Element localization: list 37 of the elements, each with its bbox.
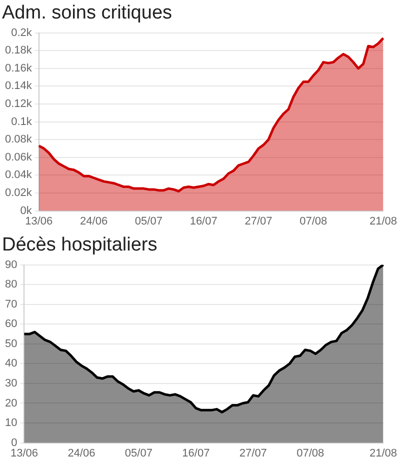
x-tick-label: 07/08 [300,215,328,228]
x-tick-label: 05/07 [124,447,152,460]
y-tick-label: 40 [4,358,18,370]
x-tick-label: 16/07 [190,215,218,228]
y-tick-label: 10 [4,417,18,430]
chart-title: Décès hospitaliers [2,234,158,256]
y-tick-label: 0.08k [4,134,32,146]
y-tick-label: 0.16k [4,62,32,74]
y-tick-label: 30 [4,378,18,390]
y-tick-label: 0.1k [11,116,32,128]
x-tick-label: 21/08 [369,447,397,460]
y-tick-label: 0.18k [4,44,32,57]
y-tick-label: 0.04k [4,169,32,182]
y-tick-label: 0.2k [11,26,32,39]
y-tick-label: 20 [4,397,18,410]
x-tick-label: 07/08 [296,447,324,460]
y-tick-label: 90 [4,258,18,271]
x-tick-label: 21/08 [369,215,397,228]
y-tick-label: 70 [4,298,18,310]
x-tick-label: 16/07 [182,447,210,460]
x-tick-label: 13/06 [25,215,53,228]
chart-title: Adm. soins critiques [2,2,172,24]
y-tick-label: 0 [11,436,18,449]
y-tick-label: 0.12k [4,98,32,110]
x-tick-label: 24/06 [80,215,108,228]
x-tick-label: 24/06 [68,447,96,460]
x-tick-label: 13/06 [10,447,38,460]
y-tick-label: 0.02k [4,187,32,200]
y-tick-label: 0.14k [4,80,32,92]
y-tick-label: 0.06k [4,151,32,164]
x-tick-label: 27/07 [244,215,272,228]
y-tick-label: 80 [4,278,18,291]
x-tick-label: 05/07 [134,215,162,228]
y-tick-label: 60 [4,318,18,330]
y-tick-label: 0k [20,204,32,217]
x-tick-label: 27/07 [239,447,267,460]
y-tick-label: 50 [4,338,18,350]
